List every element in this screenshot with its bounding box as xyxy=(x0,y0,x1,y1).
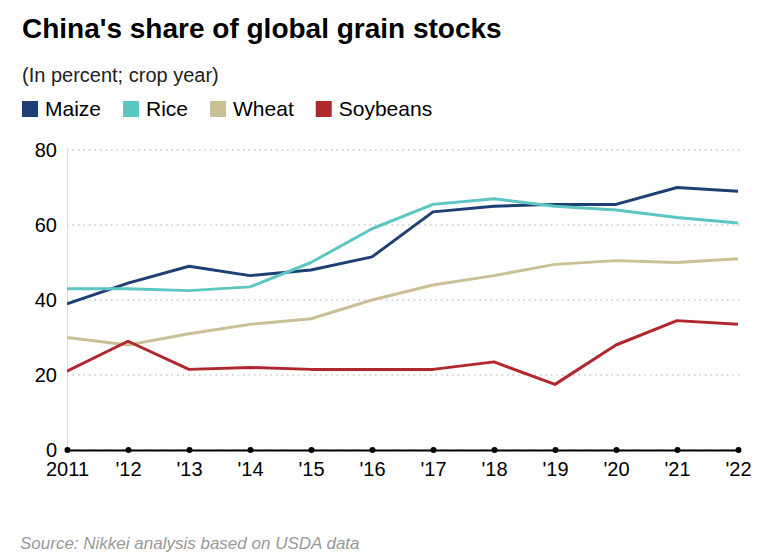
x-tick: '16 xyxy=(359,447,385,480)
x-tick-label: '17 xyxy=(420,458,446,480)
legend-label: Wheat xyxy=(233,97,294,120)
x-tick-label: '12 xyxy=(115,458,141,480)
grid-line xyxy=(67,374,740,375)
x-tick-label: '21 xyxy=(664,458,690,480)
x-tick: '17 xyxy=(420,447,446,480)
x-tick-dot xyxy=(65,447,71,453)
y-tick: 60 xyxy=(35,214,67,236)
x-tick-label: '14 xyxy=(237,458,263,480)
x-tick-dot xyxy=(187,447,193,453)
x-tick-label: '20 xyxy=(603,458,629,480)
x-tick: '21 xyxy=(664,447,690,480)
title: China's share of global grain stocks xyxy=(22,13,502,44)
y-tick-label: 20 xyxy=(35,364,57,386)
y-axis-line xyxy=(67,151,68,451)
x-tick: '22 xyxy=(725,447,751,480)
legend-label: Maize xyxy=(45,97,101,120)
x-tick-dot xyxy=(736,447,742,453)
series-line xyxy=(67,259,738,345)
chart: China's share of global grain stocks (In … xyxy=(0,0,769,558)
legend-item: Rice xyxy=(123,97,188,120)
y-tick: 40 xyxy=(35,289,67,311)
x-tick-dot xyxy=(492,447,498,453)
x-tick: '18 xyxy=(481,447,507,480)
x-tick: '13 xyxy=(176,447,202,480)
legend-swatch xyxy=(123,101,139,117)
x-tick-label: '15 xyxy=(298,458,324,480)
series-line xyxy=(67,199,738,291)
x-tick: '15 xyxy=(298,447,324,480)
x-tick-label: '13 xyxy=(176,458,202,480)
x-tick: '20 xyxy=(603,447,629,480)
series-line xyxy=(67,188,738,304)
grid-line xyxy=(67,449,740,450)
legend-item: Soybeans xyxy=(316,97,432,120)
x-tick-label: '19 xyxy=(542,458,568,480)
x-tick: 2011 xyxy=(46,447,89,480)
legend-swatch xyxy=(22,101,38,117)
subtitle: (In percent; crop year) xyxy=(22,64,219,86)
grid xyxy=(67,150,740,450)
y-tick-label: 80 xyxy=(35,139,57,161)
y-axis: 020406080 xyxy=(35,139,68,461)
grid-line xyxy=(67,149,740,150)
grid-line xyxy=(67,299,740,300)
x-tick-label: '22 xyxy=(725,458,751,480)
x-axis: 2011 '12 '13 '14 '15 '16 '17 '18 '19 '20 '21 '22 xyxy=(46,447,752,480)
y-tick-label: 60 xyxy=(35,214,57,236)
x-tick-dot xyxy=(126,447,132,453)
x-tick: '14 xyxy=(237,447,263,480)
legend-swatch xyxy=(210,101,226,117)
lines xyxy=(67,188,738,385)
x-tick-dot xyxy=(675,447,681,453)
x-axis-line xyxy=(68,450,739,452)
y-tick-label: 40 xyxy=(35,289,57,311)
source: Source: Nikkei analysis based on USDA da… xyxy=(20,534,360,553)
legend-item: Wheat xyxy=(210,97,294,120)
x-tick-dot xyxy=(614,447,620,453)
legend-item: Maize xyxy=(22,97,101,120)
x-tick-dot xyxy=(553,447,559,453)
legend-label: Rice xyxy=(146,97,188,120)
series-line xyxy=(67,321,738,385)
legend-swatch xyxy=(316,101,332,117)
legend: Maize Rice Wheat Soybeans xyxy=(22,97,432,120)
x-tick-label: 2011 xyxy=(46,458,89,480)
y-tick: 80 xyxy=(35,139,67,161)
x-tick: '12 xyxy=(115,447,141,480)
y-tick: 20 xyxy=(35,364,67,386)
x-tick-dot xyxy=(431,447,437,453)
x-tick-dot xyxy=(248,447,254,453)
legend-label: Soybeans xyxy=(339,97,432,120)
x-tick-label: '16 xyxy=(359,458,385,480)
x-tick: '19 xyxy=(542,447,568,480)
x-tick-dot xyxy=(370,447,376,453)
x-tick-label: '18 xyxy=(481,458,507,480)
grid-line xyxy=(67,224,740,225)
x-tick-dot xyxy=(309,447,315,453)
